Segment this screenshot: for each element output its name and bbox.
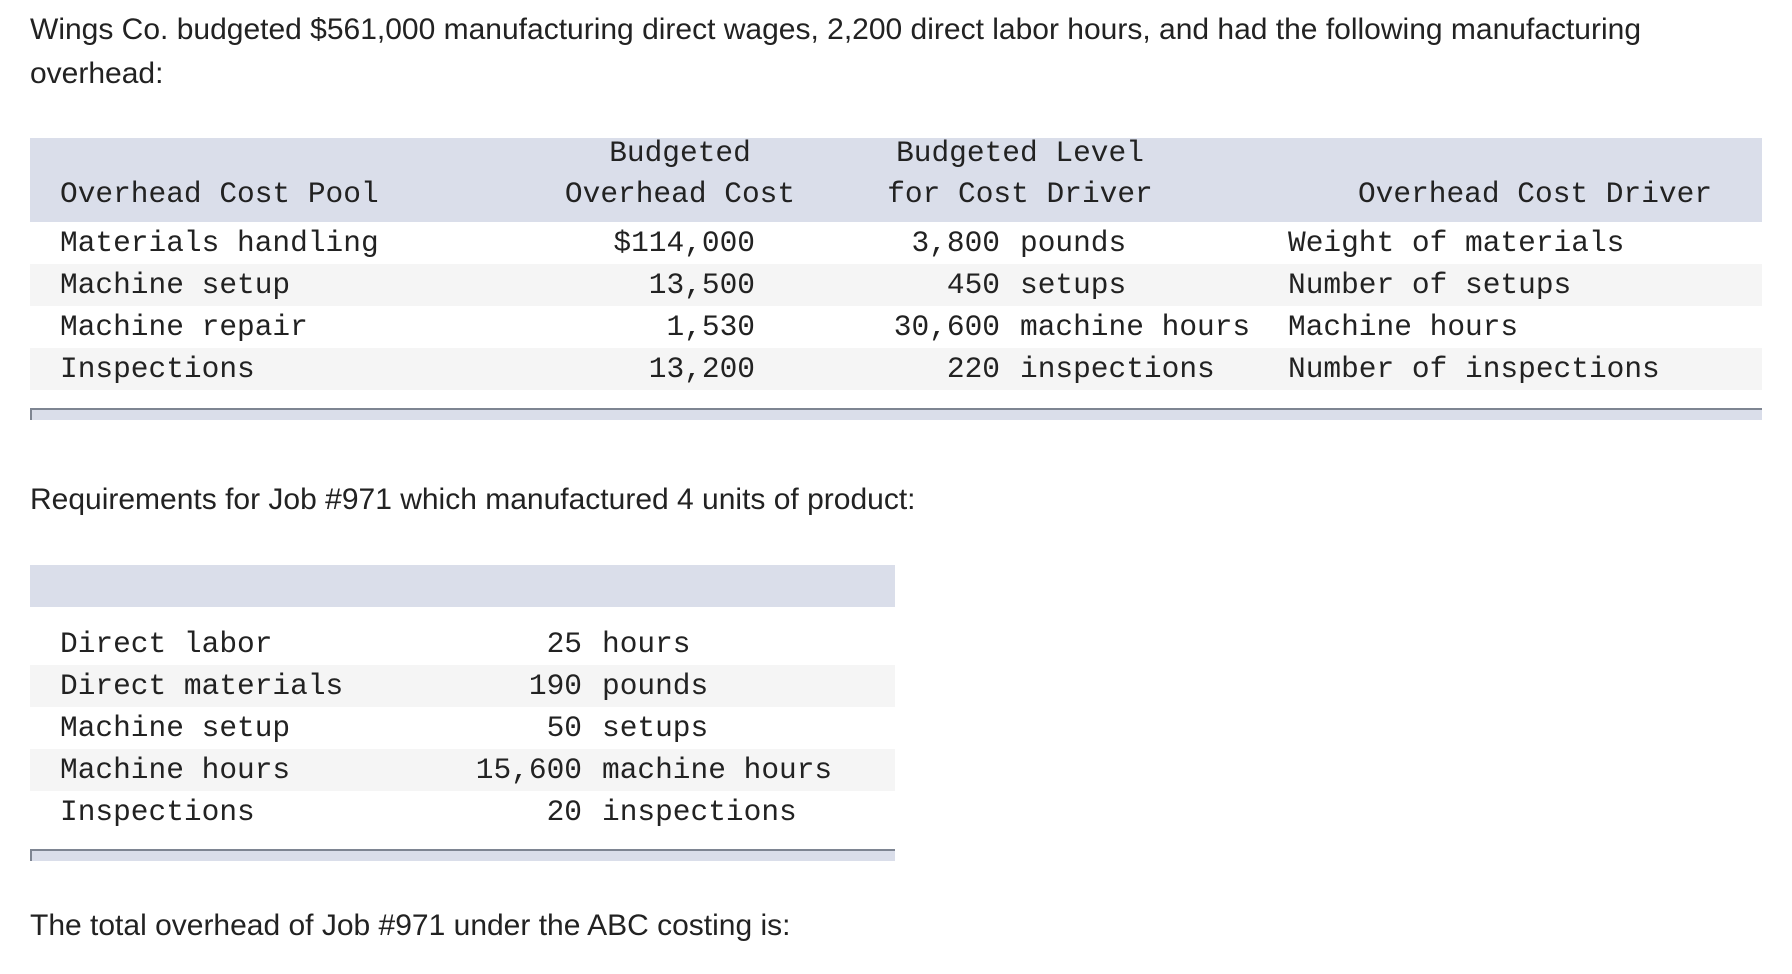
job-quantity: 25	[546, 627, 582, 661]
job-quantity: 20	[546, 795, 582, 829]
problem-intro: Wings Co. budgeted $561,000 manufacturin…	[30, 13, 1642, 90]
header-overhead-cost-pool: Overhead Cost Pool	[60, 177, 379, 211]
driver-unit: pounds	[1020, 226, 1127, 260]
budgeted-cost: $114,000	[613, 226, 755, 260]
job-quantity: 50	[546, 711, 582, 745]
job-unit: hours	[602, 627, 691, 661]
cost-pool: Machine setup	[60, 268, 291, 302]
driver-quantity: 220	[946, 352, 1000, 386]
cost-driver: Number of inspections	[1288, 352, 1660, 386]
header-overhead-cost-driver: Overhead Cost Driver	[1357, 177, 1713, 211]
job-item: Direct materials	[60, 669, 344, 703]
job-unit: pounds	[602, 669, 709, 703]
table-row: Machine hours 15,600 machine hours	[30, 749, 895, 791]
driver-unit: machine hours	[1020, 310, 1251, 344]
header-budgeted-level: Budgeted Level	[896, 136, 1144, 170]
table-spacer	[30, 607, 895, 623]
driver-quantity: 30,600	[893, 310, 1000, 344]
job-requirements-text: Requirements for Job #971 which manufact…	[30, 483, 916, 516]
driver-unit: inspections	[1020, 352, 1215, 386]
job-unit: machine hours	[602, 753, 833, 787]
table-row: Inspections 20 inspections	[30, 791, 895, 833]
table-row: Machine setup 13,500 450 setups Number o…	[30, 264, 1762, 306]
cost-driver: Machine hours	[1288, 310, 1519, 344]
table-row: Machine repair 1,530 30,600 machine hour…	[30, 306, 1762, 348]
table-spacer	[30, 390, 1762, 408]
job-item: Machine hours	[60, 753, 291, 787]
table-footer-bar	[30, 849, 895, 861]
budgeted-cost: 13,500	[648, 268, 755, 302]
job-quantity: 15,600	[475, 753, 582, 787]
job-unit: setups	[602, 711, 709, 745]
job-table-header	[30, 565, 895, 607]
job-item: Machine setup	[60, 711, 291, 745]
cost-pool: Inspections	[60, 352, 255, 386]
header-overhead-cost: Overhead Cost	[564, 177, 796, 211]
table-footer-bar	[30, 408, 1762, 420]
budgeted-cost: 13,200	[648, 352, 755, 386]
question-text: The total overhead of Job #971 under the…	[30, 909, 791, 942]
table-row: Inspections 13,200 220 inspections Numbe…	[30, 348, 1762, 390]
table-spacer	[30, 833, 895, 849]
budgeted-cost: 1,530	[666, 310, 755, 344]
overhead-cost-table: Overhead Cost Pool Budgeted Overhead Cos…	[30, 136, 1762, 420]
job-unit: inspections	[602, 795, 797, 829]
job-item: Inspections	[60, 795, 255, 829]
cost-pool: Machine repair	[60, 310, 308, 344]
driver-quantity: 450	[946, 268, 1000, 302]
job-item: Direct labor	[60, 627, 273, 661]
table-row: Machine setup 50 setups	[30, 707, 895, 749]
cost-driver: Number of setups	[1288, 268, 1572, 302]
table-row: Direct labor 25 hours	[30, 623, 895, 665]
overhead-table-header: Overhead Cost Pool Budgeted Overhead Cos…	[30, 136, 1762, 222]
job-quantity: 190	[528, 669, 582, 703]
job-requirements-table: Direct labor 25 hours Direct materials 1…	[30, 565, 895, 861]
table-row: Materials handling $114,000 3,800 pounds…	[30, 222, 1762, 264]
header-for-cost-driver: for Cost Driver	[887, 177, 1153, 211]
table-row: Direct materials 190 pounds	[30, 665, 895, 707]
cost-pool: Materials handling	[60, 226, 379, 260]
header-budgeted: Budgeted	[609, 136, 751, 170]
cost-driver: Weight of materials	[1288, 226, 1625, 260]
driver-unit: setups	[1020, 268, 1127, 302]
driver-quantity: 3,800	[911, 226, 1000, 260]
